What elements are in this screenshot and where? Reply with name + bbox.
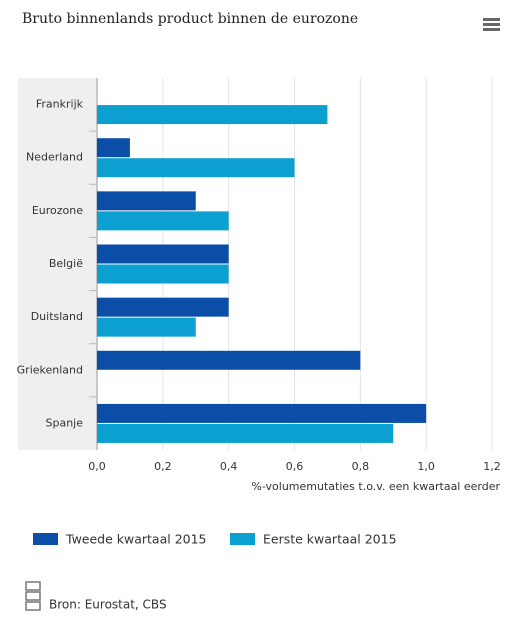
logo-part: [25, 591, 41, 601]
x-tick-label: 0,0: [88, 460, 106, 473]
bar: [97, 244, 229, 264]
x-tick-label: 1,2: [483, 460, 501, 473]
category-band: [18, 78, 97, 450]
menu-bar: [483, 18, 500, 21]
y-tick-label: Duitsland: [31, 310, 83, 323]
logo-part: [25, 581, 41, 591]
bar: [97, 423, 394, 443]
bar: [97, 211, 229, 231]
y-tick-label: Griekenland: [17, 363, 83, 376]
x-tick-label: 0,6: [286, 460, 304, 473]
source: Bron: Eurostat, CBS: [49, 598, 167, 612]
y-tick-label: Spanje: [45, 416, 83, 429]
y-tick-label: Eurozone: [32, 204, 83, 217]
chart-title: Bruto binnenlands product binnen de euro…: [22, 11, 358, 27]
legend-swatch: [33, 533, 58, 545]
bar: [97, 105, 328, 125]
bar: [97, 138, 130, 158]
menu-icon[interactable]: [483, 18, 500, 31]
menu-bar: [483, 28, 500, 31]
x-axis-title: %-volumemutaties t.o.v. een kwartaal eer…: [251, 480, 500, 493]
bar: [97, 191, 196, 211]
y-tick-label: België: [49, 257, 83, 270]
x-tick-label: 0,2: [154, 460, 172, 473]
bar: [97, 350, 361, 370]
menu-bar: [483, 23, 500, 26]
legend-label: Eerste kwartaal 2015: [263, 532, 397, 547]
x-tick-label: 1,0: [417, 460, 435, 473]
x-tick-label: 0,4: [220, 460, 238, 473]
legend-swatch: [230, 533, 255, 545]
y-tick-label: Nederland: [26, 151, 83, 164]
bar: [97, 297, 229, 317]
bar: [97, 264, 229, 284]
source-logo: [25, 581, 41, 611]
bar: [97, 317, 196, 337]
y-tick-label: Frankrijk: [36, 98, 84, 111]
logo-part: [25, 601, 41, 611]
x-tick-label: 0,8: [352, 460, 370, 473]
legend-label: Tweede kwartaal 2015: [65, 532, 207, 547]
bar: [97, 403, 427, 423]
bar: [97, 158, 295, 178]
